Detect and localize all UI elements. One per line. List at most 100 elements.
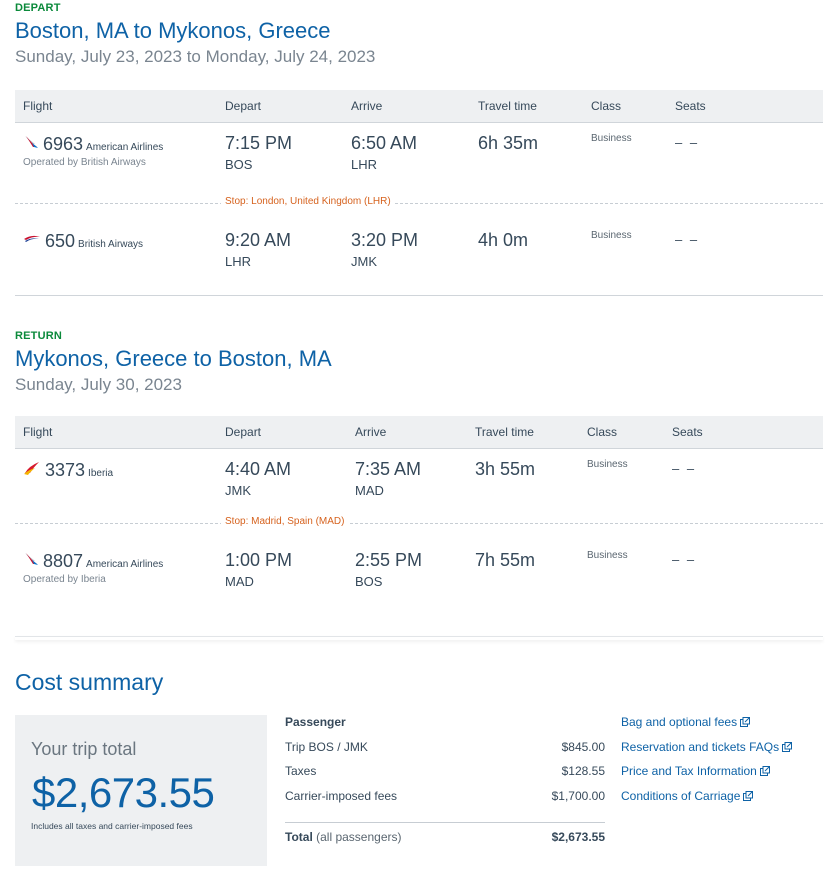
cost-line: Carrier-imposed fees $1,700.00 [285,789,605,803]
flight-segment: 3373 Iberia 4:40 AM JMK 7:35 AM MAD 3h 5… [15,450,823,510]
return-table: Flight Depart Arrive Travel time Class S… [15,416,823,616]
link-label: Reservation and tickets FAQs [621,740,780,754]
stop-info: Stop: Madrid, Spain (MAD) [15,516,823,530]
depart-route-date: Sunday, July 23, 2023 to Monday, July 24… [15,47,376,66]
stop-text: Stop: Madrid, Spain (MAD) [221,516,349,527]
operated-by: Operated by Iberia [23,574,106,585]
depart-airport: LHR [225,254,252,269]
travel-time: 3h 55m [475,459,536,479]
depart-table: Flight Depart Arrive Travel time Class S… [15,90,823,296]
arrive-airport: JMK [351,254,377,269]
flight-number: 6963 [43,134,84,154]
cost-line: Taxes $128.55 [285,764,605,778]
arrive-time: 7:35 AM [355,459,422,479]
british-airways-logo-icon [24,235,40,242]
return-label: RETURN [15,330,63,342]
trip-total-label: Your trip total [31,739,137,759]
col-seats: Seats [672,425,703,439]
operated-by: Operated by British Airways [23,157,146,168]
trip-total-note: Includes all taxes and carrier-imposed f… [31,821,193,831]
depart-time: 9:20 AM [225,230,292,250]
cost-line: Trip BOS / JMK $845.00 [285,740,605,754]
arrive-airport: LHR [351,157,378,172]
arrive-airport: BOS [355,574,383,589]
depart-time: 4:40 AM [225,459,292,479]
external-link-icon [759,766,770,776]
col-arrive: Arrive [355,425,387,439]
col-arrive: Arrive [351,99,383,113]
depart-airport: BOS [225,157,253,172]
arrive-time: 3:20 PM [351,230,419,250]
cost-line-value: $845.00 [561,740,605,754]
seats: – – [672,461,697,476]
passenger-heading: Passenger [285,715,346,729]
total-label: Total [285,830,313,844]
airline-name: American Airlines [86,559,164,570]
depart-time: 1:00 PM [225,550,293,570]
travel-time: 4h 0m [478,230,529,250]
col-flight: Flight [23,99,53,113]
return-table-header: Flight Depart Arrive Travel time Class S… [15,416,823,449]
american-airlines-logo-icon [25,136,38,148]
total-value: $2,673.55 [551,830,605,844]
col-depart: Depart [225,425,262,439]
depart-label: DEPART [15,2,61,14]
depart-airport: MAD [225,574,254,589]
travel-time: 7h 55m [475,550,536,570]
return-route-title: Mykonos, Greece to Boston, MA [15,346,332,371]
col-travel-time: Travel time [475,425,534,439]
link-label: Conditions of Carriage [621,789,741,803]
flight-id: 650 British Airways [23,231,143,252]
reservation-faqs-link[interactable]: Reservation and tickets FAQs [621,740,793,754]
trip-total-amount: $2,673.55 [32,769,215,816]
cost-line-label: Carrier-imposed fees [285,789,398,803]
cost-line-value: $1,700.00 [551,789,605,803]
flight-segment: 6963 American Airlines Operated by Briti… [15,124,823,184]
seats: – – [672,552,697,567]
cabin-class: Business [587,459,628,470]
return-section: RETURN Mykonos, Greece to Boston, MA Sun… [15,330,823,395]
total-line: Total (all passengers) $2,673.55 [285,830,605,844]
bag-fees-link[interactable]: Bag and optional fees [621,715,751,729]
depart-airport: JMK [225,483,251,498]
section-divider [15,295,823,296]
airline-name: British Airways [78,239,144,250]
col-class: Class [591,99,622,113]
seats: – – [675,232,700,247]
external-link-icon [743,791,754,801]
trip-total-box: Your trip total $2,673.55 Includes all t… [15,715,267,866]
total-qualifier: (all passengers) [316,830,402,844]
flight-id: 3373 Iberia [23,460,113,481]
link-label: Bag and optional fees [621,715,738,729]
external-link-icon [782,742,793,752]
cabin-class: Business [587,550,628,561]
stop-text: Stop: London, United Kingdom (LHR) [221,196,395,207]
link-label: Price and Tax Information [621,764,757,778]
conditions-of-carriage-link[interactable]: Conditions of Carriage [621,789,754,803]
airline-name: Iberia [88,468,114,479]
flight-id: 6963 American Airlines [23,134,163,155]
flight-number: 3373 [45,460,86,480]
airline-name: American Airlines [86,142,164,153]
cost-line-value: $128.55 [561,764,605,778]
col-class: Class [587,425,618,439]
arrive-time: 6:50 AM [351,133,418,153]
price-tax-info-link[interactable]: Price and Tax Information [621,764,770,778]
travel-time: 6h 35m [478,133,539,153]
cost-line-label: Taxes [285,764,317,778]
flight-number: 8807 [43,551,84,571]
american-airlines-logo-icon [25,553,38,565]
return-route-date: Sunday, July 30, 2023 [15,375,182,394]
depart-section: DEPART Boston, MA to Mykonos, Greece Sun… [15,2,823,67]
total-divider [285,822,605,823]
arrive-time: 2:55 PM [355,550,423,570]
stop-divider [15,203,823,204]
section-divider [15,636,823,640]
depart-route-title: Boston, MA to Mykonos, Greece [15,18,331,43]
seats: – – [675,135,700,150]
stop-divider [15,523,823,524]
cost-summary-title: Cost summary [15,669,164,695]
flight-segment: 8807 American Airlines Operated by Iberi… [15,541,823,601]
col-seats: Seats [675,99,706,113]
depart-time: 7:15 PM [225,133,293,153]
